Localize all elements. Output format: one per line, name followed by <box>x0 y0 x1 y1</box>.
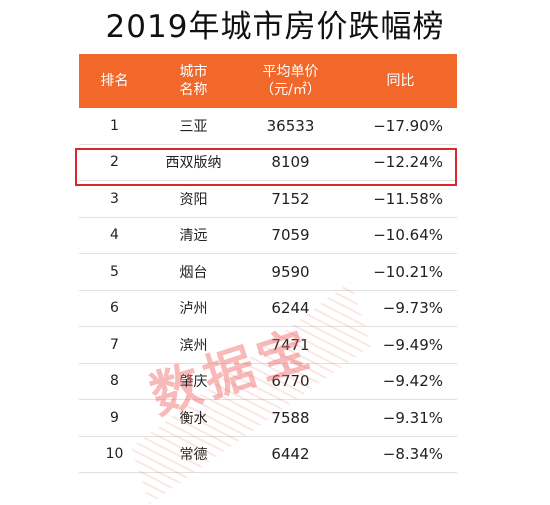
header-price-line1: 平均单价 <box>262 64 319 80</box>
cell-price: 9590 <box>271 262 310 281</box>
table-row: 5 烟台 9590 −10.21% <box>79 254 457 291</box>
header-city-line2: 名称 <box>179 82 208 98</box>
cell-rank: 5 <box>110 263 119 280</box>
cell-price: 6770 <box>271 372 310 391</box>
cell-city: 三亚 <box>179 118 208 135</box>
cell-price: 8109 <box>271 153 310 172</box>
header-rank: 排名 <box>100 73 129 89</box>
table-row: 8 肇庆 6770 −9.42% <box>79 364 457 400</box>
page-title: 2019年城市房价跌幅榜 <box>105 9 445 45</box>
cell-yoy: −11.58% <box>373 189 443 208</box>
cell-yoy: −9.49% <box>382 335 443 354</box>
cell-price: 7059 <box>271 226 310 245</box>
cell-price: 6244 <box>271 299 310 318</box>
header-yoy: 同比 <box>386 73 415 89</box>
cell-yoy: −9.31% <box>382 408 443 427</box>
cell-city: 滨州 <box>179 337 208 354</box>
table-row: 10 常德 6442 −8.34% <box>79 437 457 473</box>
cell-yoy: −17.90% <box>373 116 443 135</box>
cell-yoy: −10.64% <box>373 226 443 245</box>
cell-yoy: −9.73% <box>382 299 443 318</box>
cell-rank: 8 <box>110 373 119 390</box>
cell-city: 资阳 <box>179 191 208 208</box>
table-row: 3 资阳 7152 −11.58% <box>79 181 457 218</box>
cell-price: 7588 <box>271 408 310 427</box>
table-row: 6 泸州 6244 −9.73% <box>79 291 457 327</box>
header-price-line2: （元/㎡） <box>260 82 321 98</box>
cell-city: 西双版纳 <box>165 155 222 172</box>
cell-yoy: −9.42% <box>382 372 443 391</box>
cell-rank: 7 <box>110 336 119 353</box>
cell-price: 6442 <box>271 445 310 464</box>
cell-price: 7152 <box>271 189 310 208</box>
table-row: 7 滨州 7471 −9.49% <box>79 327 457 364</box>
cell-yoy: −12.24% <box>373 153 443 172</box>
table-row: 1 三亚 36533 −17.90% <box>79 108 457 145</box>
ranking-table: 排名 城市 名称 平均单价 （元/㎡） 同比 1 三亚 36533 −17.90… <box>75 54 457 473</box>
cell-city: 衡水 <box>179 410 208 427</box>
header-price: 平均单价 （元/㎡） <box>237 63 344 99</box>
cell-rank: 6 <box>110 300 119 317</box>
cell-rank: 1 <box>110 117 119 134</box>
cell-rank: 4 <box>110 227 119 244</box>
cell-price: 36533 <box>266 116 315 135</box>
cell-rank: 10 <box>105 446 124 463</box>
cell-price: 7471 <box>271 335 310 354</box>
table-header: 排名 城市 名称 平均单价 （元/㎡） 同比 <box>79 54 457 108</box>
cell-rank: 9 <box>110 409 119 426</box>
cell-city: 常德 <box>179 447 208 464</box>
cell-city: 清远 <box>179 228 208 245</box>
table-row: 9 衡水 7588 −9.31% <box>79 400 457 437</box>
cell-city: 泸州 <box>179 301 208 318</box>
cell-rank: 2 <box>110 154 119 171</box>
header-city: 城市 名称 <box>150 63 237 99</box>
table-row: 2 西双版纳 8109 −12.24% <box>79 145 457 181</box>
cell-city: 烟台 <box>179 264 208 281</box>
header-city-line1: 城市 <box>179 64 208 80</box>
cell-yoy: −8.34% <box>382 445 443 464</box>
cell-city: 肇庆 <box>179 374 208 391</box>
cell-yoy: −10.21% <box>373 262 443 281</box>
cell-rank: 3 <box>110 190 119 207</box>
table-row: 4 清远 7059 −10.64% <box>79 218 457 254</box>
